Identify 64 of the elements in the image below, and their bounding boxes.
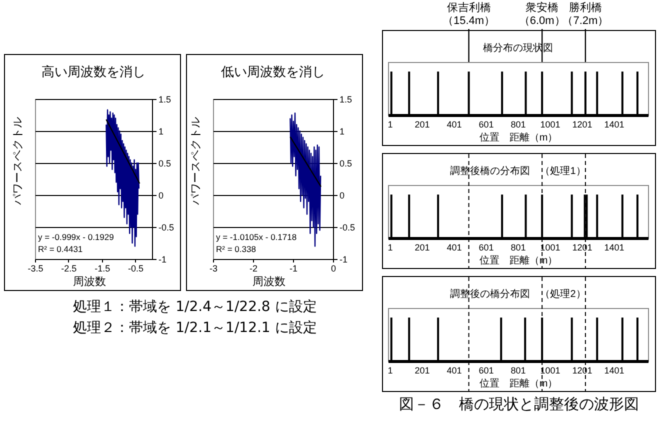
- x-tick-label: 801: [510, 242, 526, 252]
- x-tick-label: -2: [249, 264, 258, 274]
- annotation: R² = 0.338: [216, 244, 256, 254]
- annotation: y = -1.0105x - 0.1718: [216, 232, 297, 242]
- chart-title: 橋分布の現状図: [483, 42, 553, 54]
- x-tick-label: -0.5: [128, 264, 144, 274]
- annotation: R² = 0.4431: [38, 244, 83, 254]
- x-axis-title: 周波数: [73, 275, 106, 288]
- x-tick-label: -1.5: [94, 264, 110, 274]
- x-tick-label: 201: [414, 242, 430, 252]
- x-tick-label: 201: [414, 366, 430, 376]
- y-tick-label: -0.5: [340, 222, 356, 232]
- chart-title: 高い周波数を消し: [42, 64, 146, 79]
- x-tick-label: -3: [209, 264, 218, 274]
- y-axis-title: パワースペクトル: [190, 117, 202, 206]
- x-tick-label: 1: [388, 366, 393, 376]
- x-tick-label: 1201: [572, 366, 592, 376]
- y-tick-label: 1.5: [158, 94, 172, 104]
- text: 図－６ 橋の現状と調整後の波形図: [398, 395, 640, 414]
- annotation: y = -0.999x - 0.1929: [38, 232, 114, 242]
- x-tick-label: -2.5: [61, 264, 77, 274]
- x-axis-title: 位置 距離（m）: [479, 378, 558, 390]
- text: 処理２：帯域を 1/2.1～1/12.1 に設定: [72, 319, 318, 338]
- x-tick-label: -1: [289, 264, 298, 274]
- x-tick-label: 201: [414, 120, 430, 130]
- x-tick-label: 1: [388, 242, 393, 252]
- y-tick-label: 1: [340, 126, 345, 136]
- x-tick-label: 1001: [540, 242, 560, 252]
- y-tick-label: -0.5: [158, 222, 174, 232]
- y-tick-label: 0.5: [158, 158, 172, 168]
- text: 処理１：帯域を 1/2.4～1/22.8 に設定: [72, 298, 318, 317]
- x-tick-label: 1001: [540, 120, 560, 130]
- x-axis-title: 位置 距離（m）: [479, 254, 558, 266]
- x-tick-label: 1401: [604, 242, 624, 252]
- x-tick-label: 1401: [604, 366, 624, 376]
- x-tick-label: 601: [478, 366, 494, 376]
- x-tick-label: 1201: [572, 242, 592, 252]
- y-tick-label: 1.5: [340, 94, 352, 104]
- chart-title: 調整後橋の分布図 （処理1）: [450, 165, 586, 177]
- x-tick-label: 601: [478, 242, 494, 252]
- x-tick-label: 801: [510, 366, 526, 376]
- x-tick-label: -3.5: [28, 264, 44, 274]
- y-axis-title: パワースペクトル: [12, 117, 24, 206]
- chart-title: 調整後の橋分布図 （処理2）: [450, 288, 586, 300]
- x-tick-label: 401: [446, 366, 462, 376]
- y-tick-label: -1: [340, 254, 348, 264]
- x-tick-label: 1: [388, 120, 393, 130]
- y-tick-label: 1: [158, 126, 164, 136]
- x-tick-label: 801: [510, 120, 526, 130]
- x-tick-label: 1201: [572, 120, 592, 130]
- x-axis-title: 位置 距離（m）: [479, 132, 558, 144]
- chart-title: 低い周波数を消し: [221, 64, 325, 79]
- x-tick-label: 601: [478, 120, 494, 130]
- x-tick-label: 1001: [540, 366, 560, 376]
- x-axis-title: 周波数: [252, 275, 286, 288]
- y-tick-label: 0: [158, 190, 164, 200]
- x-tick-label: 401: [446, 242, 462, 252]
- y-tick-label: -1: [158, 254, 167, 264]
- y-tick-label: 0.5: [340, 158, 352, 168]
- x-tick-label: 0: [330, 264, 336, 274]
- annotation: 保吉利橋（15.4m）: [442, 1, 496, 27]
- x-tick-label: 401: [446, 120, 462, 130]
- x-tick-label: 1401: [604, 120, 624, 130]
- y-tick-label: 0: [340, 190, 345, 200]
